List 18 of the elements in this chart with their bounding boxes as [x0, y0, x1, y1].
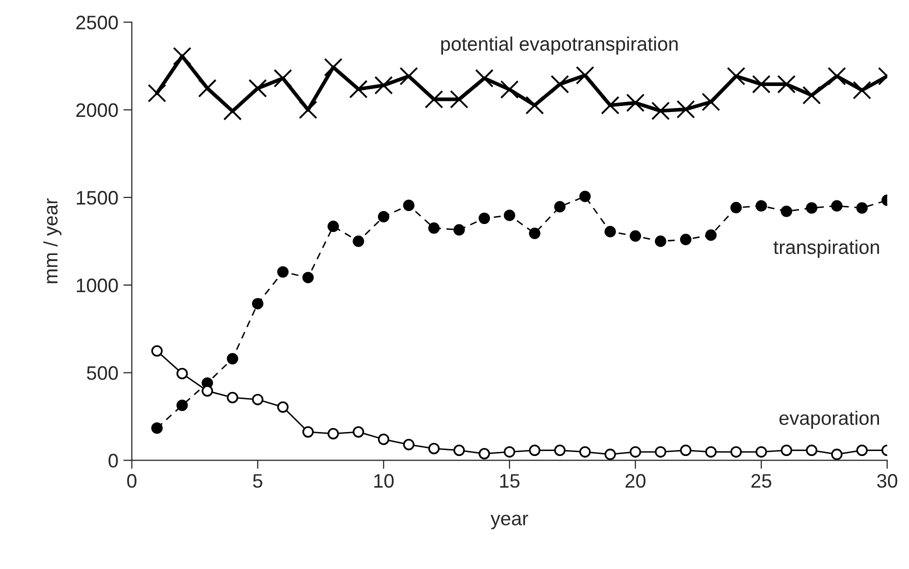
y-tick-label: 500: [86, 366, 118, 380]
y-tick-label: 2000: [76, 103, 118, 118]
y-tick-label: 0: [108, 454, 118, 468]
x-axis-title: year: [490, 514, 528, 530]
series-label: evaporation: [779, 410, 879, 429]
x-tick-label: 20: [626, 474, 646, 488]
x-tick-label: 25: [751, 474, 772, 488]
y-axis-title: mm / year: [43, 198, 62, 284]
x-tick-label: 10: [374, 474, 394, 488]
series-label: potential evapotranspiration: [441, 36, 678, 55]
x-tick-label: 5: [253, 474, 262, 488]
x-tick-label: 0: [127, 474, 136, 488]
x-tick-label: 15: [500, 474, 520, 488]
y-tick-label: 2500: [76, 16, 118, 30]
series-label: transpiration: [774, 240, 879, 258]
y-tick-label: 1500: [76, 190, 118, 205]
x-tick-label: 30: [877, 474, 898, 488]
y-tick-label: 1000: [76, 278, 118, 292]
